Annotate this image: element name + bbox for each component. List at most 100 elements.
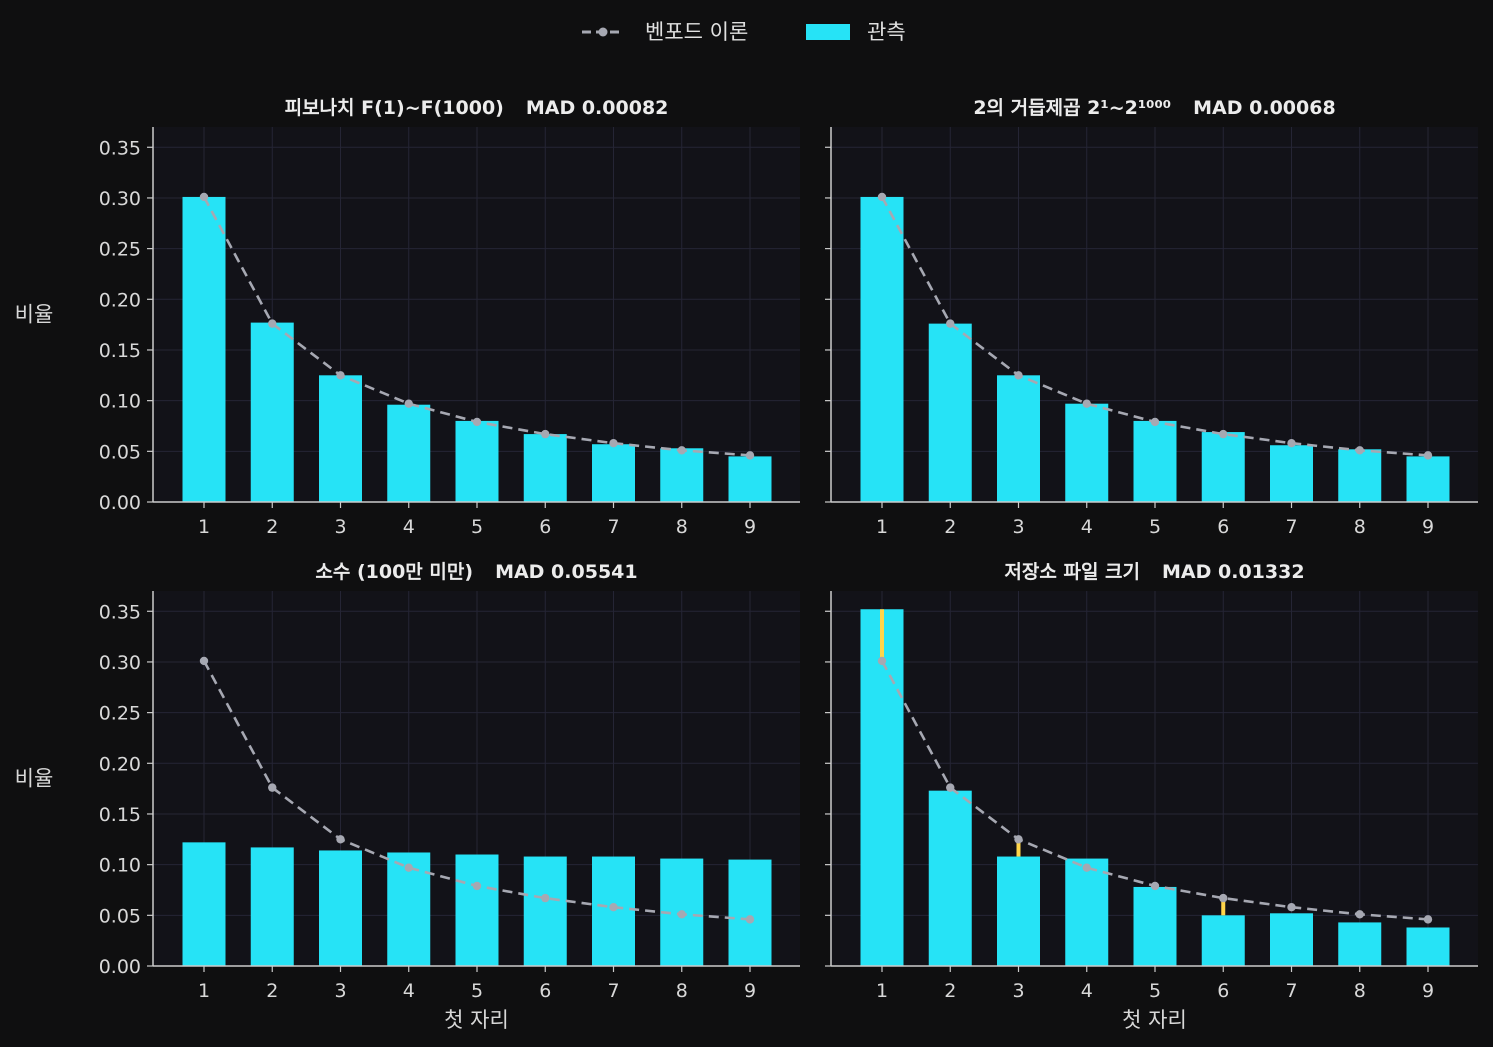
panel-mad-label: MAD 0.00082 — [526, 97, 669, 119]
theory-point-3 — [336, 371, 345, 380]
x-tick-label: 4 — [403, 980, 415, 1002]
theory-point-8 — [1355, 446, 1364, 455]
x-tick-label: 4 — [403, 516, 415, 538]
x-tick-label: 7 — [1285, 516, 1297, 538]
chart-panel-1: 0.00 0.05 0.10 0.15 0.20 0.25 0.30 0.35 1 2 3 4 5 6 7 8… — [15, 97, 800, 538]
bar-digit-9 — [728, 859, 772, 966]
theory-point-7 — [609, 439, 618, 448]
x-tick-label: 4 — [1081, 516, 1093, 538]
theory-point-4 — [404, 863, 413, 872]
theory-point-5 — [472, 881, 482, 891]
x-tick-label: 5 — [1149, 516, 1161, 538]
panel-title-text: 소수 (100만 미만) — [315, 561, 473, 583]
bar-digit-8 — [1338, 449, 1382, 502]
bar-digit-4 — [1065, 403, 1109, 502]
bar-digit-2 — [928, 323, 972, 502]
theory-point-9 — [745, 915, 755, 924]
x-tick-label: 6 — [1217, 980, 1229, 1002]
bar-digit-3 — [319, 850, 362, 966]
x-tick-label: 4 — [1081, 980, 1093, 1002]
y-tick-label: 0.10 — [99, 391, 141, 413]
x-tick-label: 8 — [1354, 980, 1366, 1002]
bar-digit-5 — [455, 420, 499, 502]
x-tick-label: 1 — [876, 516, 888, 538]
y-axis-label: 비율 — [15, 303, 54, 327]
theory-point-3 — [1014, 835, 1023, 844]
x-tick-label: 2 — [266, 516, 278, 538]
x-axis-label: 첫 자리 — [1122, 1008, 1187, 1032]
bar-digit-4 — [387, 404, 431, 502]
bar-digit-7 — [1270, 445, 1313, 502]
x-tick-label: 1 — [876, 980, 888, 1002]
x-tick-label: 8 — [676, 516, 688, 538]
bar-digit-5 — [455, 854, 499, 966]
panel-mad-label: MAD 0.01332 — [1162, 561, 1305, 583]
y-tick-label: 0.35 — [99, 137, 141, 159]
bar-digit-3 — [319, 375, 362, 502]
x-tick-label: 7 — [1285, 980, 1297, 1002]
y-tick-label: 0.05 — [99, 905, 141, 927]
x-tick-label: 2 — [944, 516, 956, 538]
x-tick-label: 9 — [744, 516, 756, 538]
bar-digit-6 — [523, 856, 567, 966]
y-tick-label: 0.20 — [99, 753, 141, 775]
bar-digit-1 — [182, 196, 226, 502]
panel-mad-label: MAD 0.05541 — [495, 561, 638, 583]
theory-point-8 — [677, 910, 686, 919]
theory-point-1 — [199, 192, 209, 202]
theory-point-4 — [1082, 399, 1091, 408]
x-tick-label: 7 — [607, 980, 619, 1002]
theory-point-9 — [1423, 451, 1433, 460]
x-tick-label: 8 — [676, 980, 688, 1002]
theory-point-7 — [609, 903, 618, 912]
theory-point-1 — [877, 656, 887, 666]
y-tick-label: 0.00 — [99, 956, 141, 978]
bar-digit-2 — [928, 790, 972, 966]
panel-title-text: 저장소 파일 크기 — [1004, 561, 1140, 583]
x-tick-label: 5 — [471, 516, 483, 538]
bar-digit-6 — [1201, 915, 1245, 966]
bar-digit-6 — [523, 434, 567, 502]
x-tick-label: 6 — [539, 980, 551, 1002]
bar-digit-2 — [250, 322, 294, 502]
x-tick-label: 5 — [1149, 980, 1161, 1002]
theory-point-6 — [1219, 893, 1228, 903]
theory-point-8 — [1355, 910, 1364, 919]
x-tick-label: 7 — [607, 516, 619, 538]
legend: 벤포드 이론 관측 — [582, 20, 906, 44]
y-tick-label: 0.25 — [99, 703, 141, 725]
y-tick-label: 0.20 — [99, 289, 141, 311]
bar-digit-9 — [728, 456, 772, 502]
x-tick-label: 3 — [1012, 516, 1024, 538]
chart-panel-4: 1 2 3 4 5 6 7 8 9 저장소 파일 크기 MAD 0.01332 첫 자리 — [825, 561, 1478, 1032]
bar-digit-9 — [1406, 927, 1450, 966]
bar-digit-8 — [660, 448, 704, 502]
bar-digit-7 — [592, 444, 635, 502]
theory-point-5 — [472, 417, 482, 427]
bar-digit-1 — [182, 842, 226, 966]
x-tick-label: 3 — [334, 980, 346, 1002]
y-tick-label: 0.05 — [99, 441, 141, 463]
x-tick-label: 1 — [198, 980, 210, 1002]
theory-point-4 — [1082, 863, 1091, 872]
y-tick-label: 0.25 — [99, 239, 141, 261]
theory-point-3 — [336, 835, 345, 844]
panel-title: 저장소 파일 크기 MAD 0.01332 — [1004, 561, 1304, 583]
theory-point-1 — [877, 192, 887, 202]
y-tick-label: 0.15 — [99, 340, 141, 362]
bar-digit-6 — [1201, 432, 1245, 502]
panel-title: 2의 거듭제곱 2¹~2¹⁰⁰⁰ MAD 0.00068 — [973, 97, 1335, 119]
x-tick-label: 9 — [744, 980, 756, 1002]
x-tick-label: 9 — [1422, 516, 1434, 538]
y-tick-label: 0.30 — [99, 188, 141, 210]
bar-digit-1 — [860, 196, 904, 502]
bar-digit-9 — [1406, 456, 1450, 502]
theory-point-7 — [1287, 903, 1296, 912]
y-tick-label: 0.15 — [99, 804, 141, 826]
bar-digit-1 — [860, 609, 904, 966]
bar-digit-3 — [997, 375, 1040, 502]
theory-point-2 — [946, 319, 955, 328]
bar-digit-5 — [1133, 886, 1177, 966]
panel-mad-label: MAD 0.00068 — [1193, 97, 1336, 119]
